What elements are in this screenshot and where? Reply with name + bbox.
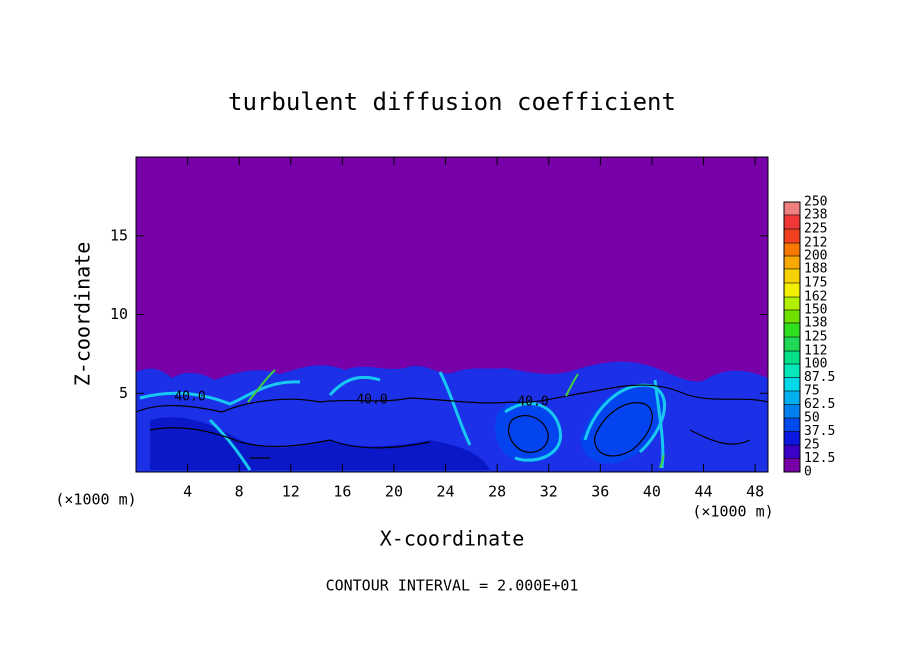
peak-streaks xyxy=(247,369,665,469)
colorbar-band xyxy=(784,418,800,432)
colorbar-label: 25 xyxy=(804,438,820,453)
x-tick-label: 28 xyxy=(488,483,506,501)
colorbar-band xyxy=(784,214,800,229)
colorbar-band xyxy=(784,445,800,459)
x-unit-label: (×1000 m) xyxy=(692,503,773,521)
colorbar-band xyxy=(784,229,800,244)
colorbar-label: 75 xyxy=(804,384,820,399)
x-tick-label: 20 xyxy=(385,483,403,501)
colorbar-band xyxy=(784,391,800,405)
x-tick-label: 40 xyxy=(643,483,661,501)
x-tick-label: 32 xyxy=(540,483,558,501)
colorbar-band xyxy=(784,310,800,323)
colorbar-label: 175 xyxy=(804,276,827,291)
colorbar-label: 0 xyxy=(804,465,812,480)
colorbar-label: 62.5 xyxy=(804,397,835,412)
y-tick-label: 10 xyxy=(110,305,128,323)
colorbar-label: 250 xyxy=(804,195,827,210)
colorbar-band xyxy=(784,268,800,283)
y-axis-label: Z-coordinate xyxy=(71,242,95,387)
colorbar-label: 238 xyxy=(804,207,827,222)
x-tick-label: 4 xyxy=(183,483,192,501)
colorbar-band xyxy=(784,364,800,378)
colorbar-label: 50 xyxy=(804,411,820,426)
colorbar-label: 150 xyxy=(804,303,827,318)
x-tick-label: 24 xyxy=(437,483,455,501)
contour-label: 40.0 xyxy=(517,395,548,410)
colorbar-label: 138 xyxy=(804,315,827,330)
colorbar-label: 188 xyxy=(804,261,827,276)
colorbar-band xyxy=(784,297,800,310)
colorbar-label: 37.5 xyxy=(804,424,835,439)
x-tick-label: 44 xyxy=(694,483,712,501)
colorbar-label: 12.5 xyxy=(804,451,835,466)
contour-lines xyxy=(136,384,768,459)
x-tick-label: 36 xyxy=(591,483,609,501)
x-unit-label: (×1000 m) xyxy=(55,491,136,509)
colorbar-label: 125 xyxy=(804,330,827,345)
colorbar-band xyxy=(784,337,800,352)
field xyxy=(136,157,768,472)
colorbar-band xyxy=(784,351,800,364)
colorbar-label: 200 xyxy=(804,249,827,264)
contour-label: 40.0 xyxy=(356,393,387,408)
x-tick-label: 48 xyxy=(746,483,764,501)
colorbar-band xyxy=(784,202,800,215)
footer-note: CONTOUR INTERVAL = 2.000E+01 xyxy=(326,577,579,595)
colorbar-band xyxy=(784,322,800,337)
colorbar-band xyxy=(784,458,800,472)
x-tick-label: 16 xyxy=(333,483,351,501)
colorbar-label: 162 xyxy=(804,290,827,305)
y-tick-label: 5 xyxy=(119,384,128,402)
chart-title: turbulent diffusion coefficient xyxy=(228,88,676,116)
colorbar-band xyxy=(784,243,800,256)
colorbar-band xyxy=(784,431,800,445)
colorbar-band xyxy=(784,404,800,418)
contour-label: 40.0 xyxy=(174,390,205,405)
colorbar-band xyxy=(784,283,800,298)
colorbar-band xyxy=(784,256,800,269)
weak-zone xyxy=(150,417,490,470)
colorbar-label: 225 xyxy=(804,222,827,237)
colorbar-label: 112 xyxy=(804,344,827,359)
colorbar-label: 87.5 xyxy=(804,370,835,385)
colorbar-label: 100 xyxy=(804,357,827,372)
x-tick-label: 8 xyxy=(235,483,244,501)
colorbar-label: 212 xyxy=(804,236,827,251)
x-axis-label: X-coordinate xyxy=(380,527,525,551)
x-tick-label: 12 xyxy=(282,483,300,501)
y-tick-label: 15 xyxy=(110,226,128,244)
colorbar-band xyxy=(784,377,800,391)
